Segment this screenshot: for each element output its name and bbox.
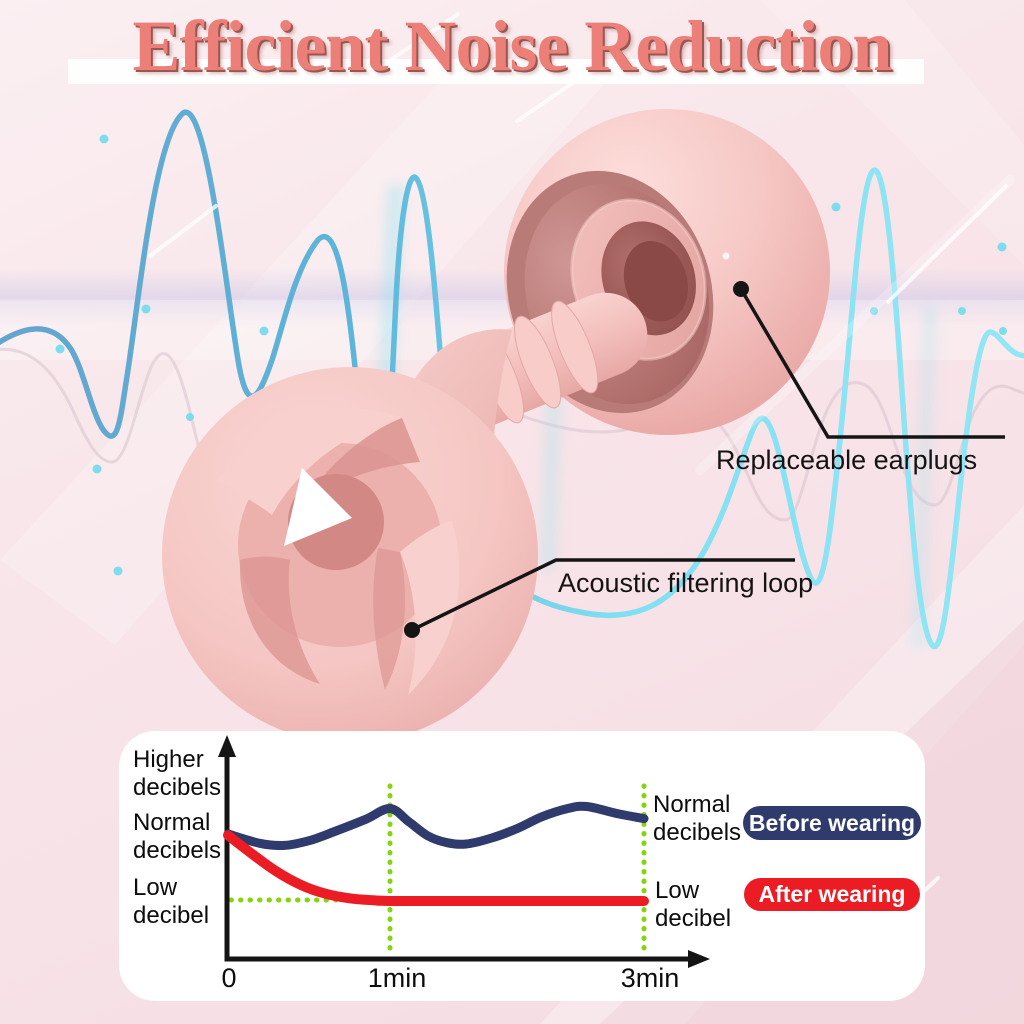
callout-dot-earplug — [733, 281, 749, 297]
earplug-stem — [428, 292, 648, 436]
y-label-normal-decibels: Normal decibels — [133, 809, 222, 864]
acoustic-filtering-loop — [162, 367, 538, 743]
callout-replaceable-earplugs-label: Replaceable earplugs — [716, 445, 978, 475]
earplug-tip-ball — [504, 109, 830, 435]
title-highlight-band — [68, 59, 924, 84]
x-tick-0: 0 — [221, 963, 237, 993]
sound-waveform — [0, 109, 1024, 650]
page-title: Efficient Noise Reduction — [132, 6, 893, 86]
right-label-normal-decibels: Normal decibels — [653, 791, 742, 846]
callout-acoustic-filtering-loop-label: Acoustic filtering loop — [558, 568, 814, 598]
chart-panel — [119, 731, 925, 1001]
earplug-body — [388, 329, 512, 488]
cyan-dots — [55, 134, 1007, 576]
right-label-low-decibel: Low decibel — [655, 877, 732, 932]
callout-dot-loop — [404, 622, 420, 638]
y-label-higher-decibels: Higher decibels — [133, 746, 222, 801]
x-tick-3min: 3min — [620, 963, 680, 993]
y-label-low-decibel: Low decibel — [133, 874, 210, 929]
legend-badge-before-wearing: Before wearing — [743, 806, 921, 840]
legend-badge-after-wearing: After wearing — [744, 878, 920, 911]
x-tick-1min: 1min — [367, 963, 427, 993]
haze-band — [0, 268, 1024, 326]
